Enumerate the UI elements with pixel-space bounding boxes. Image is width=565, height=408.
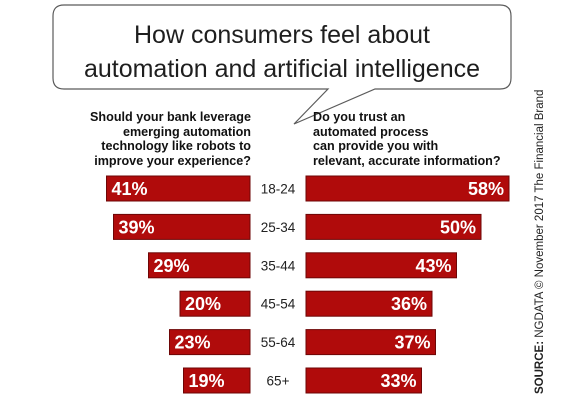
- left-question-line-2: emerging automation: [122, 124, 251, 139]
- right-bar-45-54: [305, 290, 433, 317]
- right-bar-label-65+: 33%: [380, 371, 416, 391]
- right-bar-25-34: [305, 213, 482, 240]
- left-bar-label-35-44: 29%: [154, 256, 190, 276]
- left-question-line-3: technology like robots to: [101, 139, 251, 153]
- category-label-35-44: 35-44: [261, 258, 296, 273]
- category-label-55-64: 55-64: [261, 335, 296, 350]
- left-question-line-1: Should your bank leverage: [90, 110, 251, 124]
- right-bar-35-44: [305, 252, 457, 279]
- left-bar-label-25-34: 39%: [119, 217, 155, 237]
- right-question-line-2: automated process: [313, 124, 429, 139]
- category-label-45-54: 45-54: [261, 297, 296, 312]
- right-bar-label-55-64: 37%: [394, 333, 430, 353]
- left-bar-35-44: [148, 252, 251, 279]
- left-bar-label-18-24: 41%: [112, 179, 148, 199]
- left-bar-18-24: [106, 175, 251, 202]
- left-bar-25-34: [113, 213, 251, 240]
- right-bar-label-25-34: 50%: [440, 217, 476, 237]
- left-bar-label-55-64: 23%: [175, 333, 211, 353]
- chart-title-line-2: automation and artificial intelligence: [83, 55, 481, 83]
- category-label-65+: 65+: [267, 374, 290, 389]
- right-bar-65+: [305, 367, 422, 394]
- category-label-25-34: 25-34: [261, 220, 296, 235]
- right-bar-label-18-24: 58%: [468, 179, 504, 199]
- right-question: Do you trust an automated process can pr…: [313, 110, 533, 168]
- left-bar-55-64: [169, 329, 251, 356]
- left-question-line-4: improve your experience?: [94, 153, 251, 168]
- category-label-18-24: 18-24: [261, 182, 296, 197]
- left-question: Should your bank leverage emerging autom…: [51, 110, 251, 168]
- source-label: SOURCE:: [534, 340, 546, 394]
- chart-title: How consumers feel about automation and …: [62, 18, 502, 86]
- left-bar-45-54: [179, 290, 251, 317]
- right-bar-label-35-44: 43%: [415, 256, 451, 276]
- right-bar-label-45-54: 36%: [391, 294, 427, 314]
- right-question-line-1: Do you trust an: [313, 110, 406, 124]
- left-bar-label-45-54: 20%: [185, 294, 221, 314]
- right-question-line-4: relevant, accurate information?: [313, 153, 501, 168]
- right-question-line-3: can provide you with: [313, 139, 439, 153]
- source-credit: SOURCE: NGDATA © November 2017 The Finan…: [533, 90, 547, 394]
- left-bar-65+: [183, 367, 251, 394]
- left-bar-label-65+: 19%: [189, 371, 225, 391]
- right-bar-55-64: [305, 329, 436, 356]
- chart-title-line-1: How consumers feel about: [134, 21, 430, 49]
- right-bar-18-24: [305, 175, 510, 202]
- source-text: NGDATA © November 2017 The Financial Bra…: [534, 89, 546, 338]
